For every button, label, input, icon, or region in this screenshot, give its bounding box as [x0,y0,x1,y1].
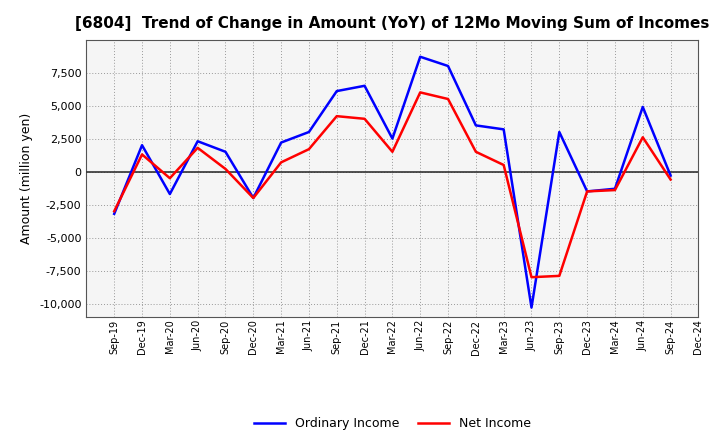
Line: Net Income: Net Income [114,92,670,277]
Ordinary Income [305,129,313,135]
Ordinary Income [416,54,425,59]
Ordinary Income [527,305,536,310]
Title: [6804]  Trend of Change in Amount (YoY) of 12Mo Moving Sum of Incomes: [6804] Trend of Change in Amount (YoY) o… [75,16,710,32]
Net Income [444,96,452,102]
Ordinary Income [639,104,647,110]
Net Income [221,166,230,172]
Net Income [138,152,146,157]
Ordinary Income [360,83,369,88]
Ordinary Income [582,189,591,194]
Net Income [611,187,619,193]
Legend: Ordinary Income, Net Income: Ordinary Income, Net Income [248,412,536,435]
Net Income [249,195,258,201]
Net Income [194,145,202,150]
Ordinary Income [388,136,397,141]
Ordinary Income [333,88,341,94]
Ordinary Income [666,173,675,178]
Net Income [360,116,369,121]
Net Income [333,114,341,119]
Net Income [472,149,480,154]
Ordinary Income [194,139,202,144]
Net Income [276,160,285,165]
Ordinary Income [444,63,452,69]
Net Income [582,189,591,194]
Ordinary Income [166,191,174,197]
Net Income [555,273,564,279]
Net Income [500,162,508,168]
Ordinary Income [276,140,285,145]
Net Income [416,90,425,95]
Ordinary Income [249,195,258,201]
Net Income [666,177,675,182]
Y-axis label: Amount (million yen): Amount (million yen) [20,113,34,244]
Net Income [305,147,313,152]
Net Income [388,149,397,154]
Ordinary Income [221,149,230,154]
Ordinary Income [472,123,480,128]
Ordinary Income [500,127,508,132]
Ordinary Income [555,129,564,135]
Ordinary Income [138,143,146,148]
Net Income [166,176,174,181]
Net Income [110,209,119,214]
Line: Ordinary Income: Ordinary Income [114,57,670,308]
Net Income [639,135,647,140]
Ordinary Income [611,186,619,191]
Net Income [527,275,536,280]
Ordinary Income [110,211,119,216]
